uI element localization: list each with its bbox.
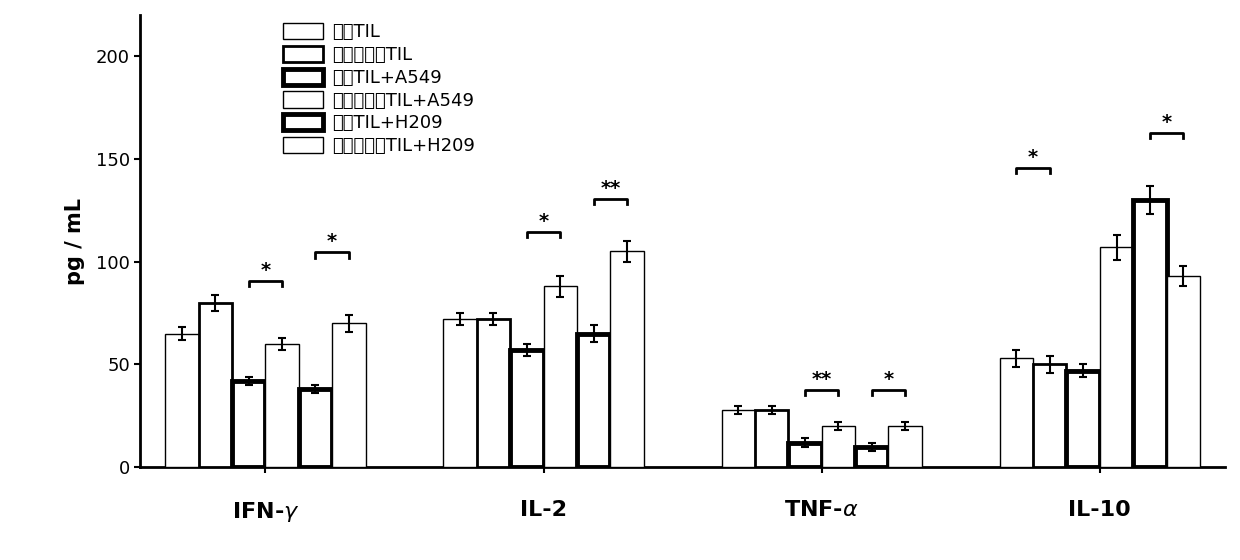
Bar bbox=[755, 410, 789, 467]
Text: *: * bbox=[538, 212, 548, 231]
Bar bbox=[1167, 276, 1200, 467]
Bar bbox=[332, 323, 366, 467]
Bar bbox=[1066, 371, 1100, 467]
Bar bbox=[1100, 248, 1133, 467]
Bar bbox=[477, 319, 510, 467]
Text: *: * bbox=[1162, 113, 1172, 132]
Bar bbox=[856, 447, 888, 467]
Text: **: ** bbox=[600, 179, 620, 198]
Bar bbox=[722, 410, 755, 467]
Bar bbox=[510, 350, 543, 467]
Bar bbox=[610, 251, 644, 467]
Text: *: * bbox=[883, 370, 894, 389]
Bar bbox=[888, 426, 921, 467]
Bar bbox=[999, 358, 1033, 467]
Bar bbox=[299, 389, 332, 467]
Y-axis label: pg / mL: pg / mL bbox=[64, 198, 84, 284]
Text: IL-2: IL-2 bbox=[520, 500, 567, 520]
Bar bbox=[822, 426, 856, 467]
Legend: 普通TIL, 功能增强型TIL, 普通TIL+A549, 功能增强型TIL+A549, 普通TIL+H209, 功能增强型TIL+H209: 普通TIL, 功能增强型TIL, 普通TIL+A549, 功能增强型TIL+A5… bbox=[279, 20, 479, 159]
Bar bbox=[444, 319, 477, 467]
Bar bbox=[543, 286, 577, 467]
Text: *: * bbox=[1028, 148, 1038, 167]
Text: TNF-$\alpha$: TNF-$\alpha$ bbox=[785, 500, 859, 520]
Bar bbox=[198, 303, 232, 467]
Bar bbox=[165, 334, 198, 467]
Bar bbox=[265, 344, 299, 467]
Text: *: * bbox=[260, 261, 270, 280]
Text: **: ** bbox=[811, 370, 832, 389]
Bar bbox=[232, 381, 265, 467]
Bar bbox=[1033, 365, 1066, 467]
Bar bbox=[577, 334, 610, 467]
Text: IFN-$\gamma$: IFN-$\gamma$ bbox=[232, 500, 299, 524]
Bar bbox=[1133, 200, 1167, 467]
Text: IL-10: IL-10 bbox=[1069, 500, 1131, 520]
Text: *: * bbox=[327, 232, 337, 251]
Bar bbox=[789, 442, 822, 467]
